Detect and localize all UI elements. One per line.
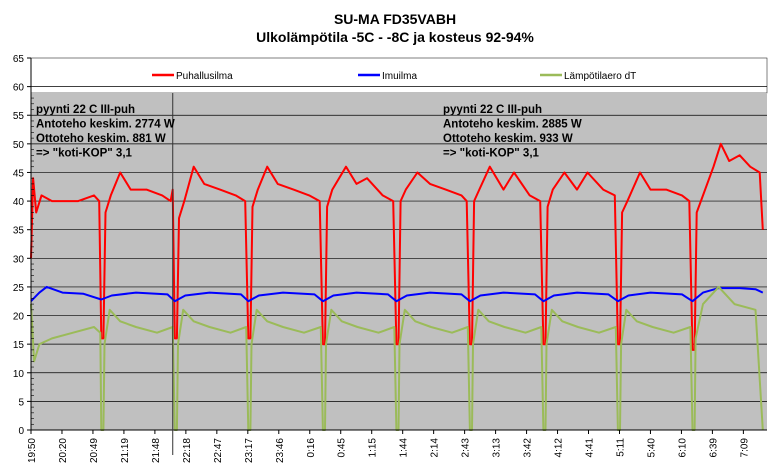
y-tick-label: 25 <box>13 283 25 294</box>
x-tick-label: 0:45 <box>337 438 348 458</box>
y-tick-label: 5 <box>18 397 24 408</box>
annotation-line: pyynti 22 C III-puh <box>36 104 135 116</box>
x-tick-label: 23:17 <box>244 438 255 463</box>
x-tick-label: 4:41 <box>585 438 596 458</box>
x-tick-label: 21:19 <box>120 438 131 463</box>
series-line-0 <box>30 142 764 351</box>
chart-subtitle: Ulkolämpötila -5C - -8C ja kosteus 92-94… <box>256 29 534 45</box>
annotation-line: Antoteho keskim. 2885 W <box>443 119 582 131</box>
legend-label: Imuilma <box>382 71 417 82</box>
x-tick-label: 1:44 <box>399 438 410 458</box>
x-tick-label: 7:09 <box>739 438 750 458</box>
annotation-line: Antoteho keskim. 2774 W <box>36 119 175 131</box>
x-tick-label: 2:43 <box>461 438 472 458</box>
x-tick-label: 20:20 <box>58 438 69 463</box>
y-tick-label: 35 <box>13 226 25 237</box>
chart-title: SU-MA FD35VABH <box>334 11 456 27</box>
series-line-1 <box>30 285 764 303</box>
x-tick-label: 19:50 <box>27 438 38 463</box>
x-tick-label: 0:16 <box>306 438 317 458</box>
annotation-line: pyynti 22 C III-puh <box>443 104 542 116</box>
y-tick-label: 50 <box>13 140 25 151</box>
annotation-line: => "koti-KOP" 3,1 <box>36 148 133 160</box>
y-tick-label: 30 <box>13 254 25 265</box>
legend-label: Puhallusilma <box>176 71 233 82</box>
x-tick-label: 1:15 <box>368 438 379 458</box>
y-tick-label: 10 <box>13 369 25 380</box>
x-tick-label: 5:11 <box>615 438 626 457</box>
x-tick-label: 5:40 <box>646 438 657 458</box>
y-tick-label: 40 <box>13 197 25 208</box>
x-tick-label: 20:49 <box>89 438 100 463</box>
x-tick-label: 3:13 <box>492 438 503 458</box>
x-tick-label: 23:46 <box>275 438 286 463</box>
x-tick-label: 6:10 <box>677 438 688 458</box>
annotation-line: Ottoteho keskim. 881 W <box>36 133 166 145</box>
x-tick-label: 2:14 <box>430 438 441 458</box>
y-tick-label: 45 <box>13 168 25 179</box>
x-tick-label: 21:48 <box>151 438 162 463</box>
x-tick-label: 6:39 <box>708 438 719 458</box>
y-tick-label: 60 <box>13 83 25 94</box>
y-tick-label: 55 <box>13 111 25 122</box>
y-tick-label: 20 <box>13 312 25 323</box>
x-tick-label: 22:18 <box>182 438 193 463</box>
annotation-line: => "koti-KOP" 3,1 <box>443 148 540 160</box>
x-tick-label: 4:12 <box>554 438 565 458</box>
y-tick-label: 15 <box>13 340 25 351</box>
y-tick-label: 65 <box>13 54 25 65</box>
y-tick-label: 0 <box>18 426 24 437</box>
x-tick-label: 22:47 <box>213 438 224 463</box>
annotation-line: Ottoteho keskim. 933 W <box>443 133 573 145</box>
x-tick-label: 3:42 <box>523 438 534 458</box>
legend-label: Lämpötilaero dT <box>564 71 636 82</box>
